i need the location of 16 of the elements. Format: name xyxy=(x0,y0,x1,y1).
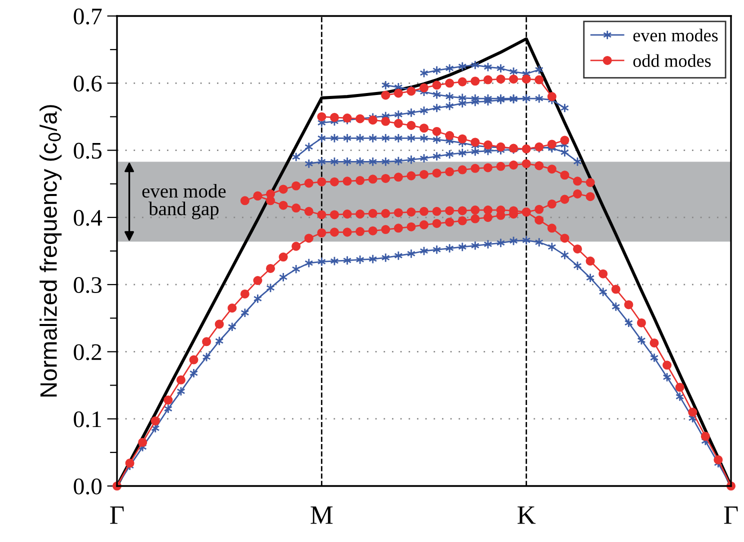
y-tick-label: 0.1 xyxy=(74,411,101,428)
y-tick-label: 0.4 xyxy=(74,210,102,226)
x-tick-label: Γ xyxy=(110,506,124,524)
legend-label: odd modes xyxy=(633,54,711,67)
legend-label: even modes xyxy=(633,28,718,42)
y-axis-title: Normalized frequency (c$_{0}$/a) xyxy=(40,105,62,397)
band-label: even mode band gap xyxy=(142,184,226,220)
x-tick-label: K xyxy=(518,506,536,524)
y-tick-label: 0.3 xyxy=(74,277,102,294)
y-tick-label: 0.6 xyxy=(74,76,102,92)
y-tick-label: 0.2 xyxy=(74,344,102,360)
y-tick-label: 0.7 xyxy=(74,8,102,25)
y-tick-label: 0.5 xyxy=(74,142,102,159)
x-tick-label: M xyxy=(310,506,333,524)
x-tick-label: Γ xyxy=(724,506,738,524)
y-tick-label: 0.0 xyxy=(74,478,102,495)
